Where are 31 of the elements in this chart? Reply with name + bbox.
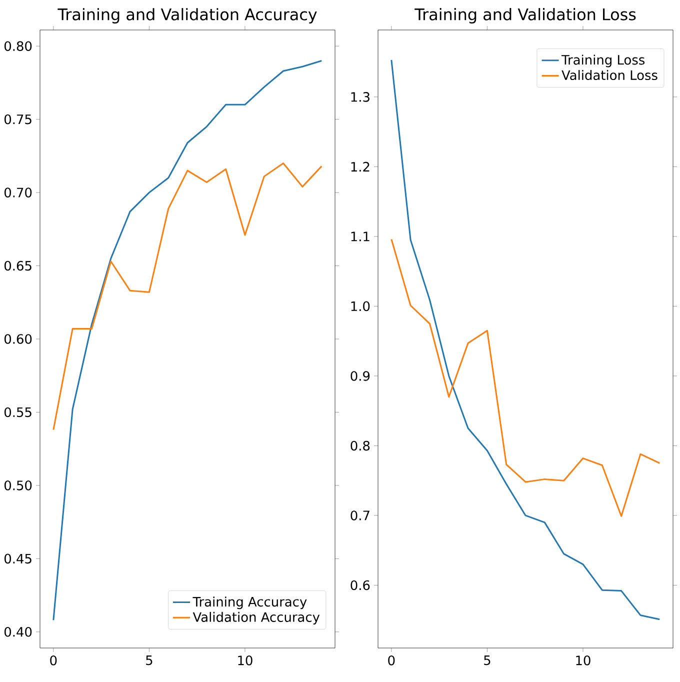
y-tick-label: 0.40 — [4, 626, 32, 637]
y-tick-label: 0.70 — [4, 188, 32, 198]
y-tick-label: 0.55 — [4, 407, 32, 418]
y-tick-label: 0.75 — [4, 114, 32, 124]
x-tick-label: 0 — [388, 656, 395, 666]
x-tick-label: 5 — [484, 656, 490, 666]
y-tick-label: 0.50 — [4, 480, 32, 490]
y-tick-label: 1.1 — [351, 232, 370, 242]
x-tick-label: 10 — [576, 656, 590, 666]
y-tick-label: 0.80 — [4, 41, 32, 51]
y-tick-label: 1.3 — [351, 92, 370, 102]
x-tick-label: 10 — [238, 656, 252, 666]
y-tick-label: 0.65 — [4, 260, 32, 271]
y-tick-label: 0.45 — [4, 554, 32, 564]
y-tick-label: 1.2 — [351, 162, 370, 172]
y-tick-label: 0.8 — [350, 440, 370, 451]
y-tick-label: 0.6 — [350, 580, 370, 590]
y-tick-label: 1.0 — [351, 301, 370, 312]
line-series — [390, 238, 660, 517]
legend-label: Training Accuracy — [192, 596, 307, 610]
legend-label: Validation Accuracy — [192, 612, 320, 624]
legend-label: Validation Loss — [562, 70, 658, 80]
y-tick-label: 0.7 — [350, 510, 370, 520]
chart-title: Training and Validation Loss — [414, 8, 636, 24]
y-tick-label: 0.60 — [4, 334, 32, 344]
legend-label: Training Loss — [561, 54, 645, 68]
x-tick-label: 0 — [50, 656, 57, 666]
line-series — [52, 162, 322, 431]
chart-title: Training and Validation Accuracy — [58, 8, 317, 24]
x-tick-label: 5 — [146, 656, 152, 666]
y-tick-label: 0.9 — [350, 371, 370, 381]
